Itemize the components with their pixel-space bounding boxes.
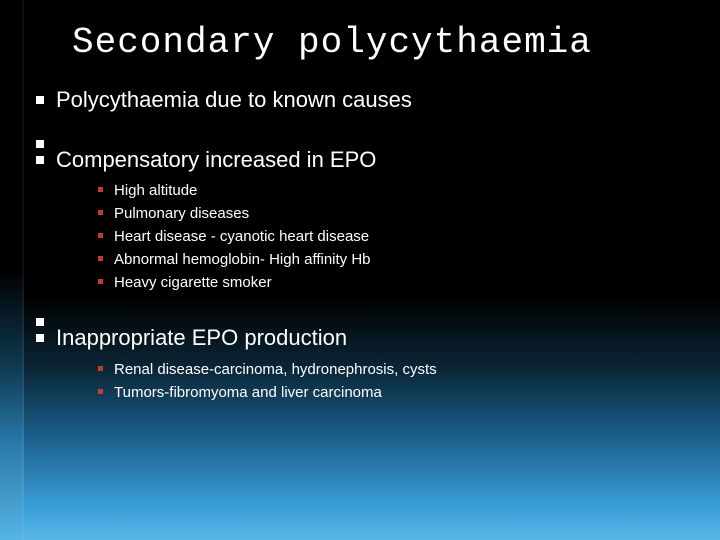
- list-item-text: Abnormal hemoglobin- High affinity Hb: [114, 251, 371, 268]
- list-item-text: Heart disease - cyanotic heart disease: [114, 228, 369, 245]
- list-item: High altitude: [98, 180, 690, 201]
- list-item-text: Renal disease-carcinoma, hydronephrosis,…: [114, 361, 437, 378]
- list-item: Heart disease - cyanotic heart disease: [98, 226, 690, 247]
- list-item: Tumors-fibromyoma and liver carcinoma: [98, 382, 690, 403]
- slide-container: Secondary polycythaemia Polycythaemia du…: [0, 0, 720, 540]
- list-item: Inappropriate EPO production Renal disea…: [36, 323, 690, 403]
- bullet-list-level1: Polycythaemia due to known causes Compen…: [36, 85, 690, 403]
- list-item-text: Pulmonary diseases: [114, 205, 249, 222]
- slide-title: Secondary polycythaemia: [72, 22, 690, 63]
- list-item-text: High altitude: [114, 182, 197, 199]
- list-item-text: Heavy cigarette smoker: [114, 274, 272, 291]
- list-item-text: Inappropriate EPO production: [56, 325, 347, 350]
- list-item: Pulmonary diseases: [98, 203, 690, 224]
- list-item-text: Polycythaemia due to known causes: [56, 87, 412, 112]
- list-item: Heavy cigarette smoker: [98, 272, 690, 293]
- bullet-list-level2: Renal disease-carcinoma, hydronephrosis,…: [98, 359, 690, 403]
- bullet-list-level2: High altitude Pulmonary diseases Heart d…: [98, 180, 690, 293]
- list-item: Compensatory increased in EPO High altit…: [36, 145, 690, 294]
- spacer: [36, 129, 690, 137]
- list-item: Polycythaemia due to known causes: [36, 85, 690, 115]
- spacer: [36, 307, 690, 315]
- list-item-text: Compensatory increased in EPO: [56, 147, 376, 172]
- list-item: Abnormal hemoglobin- High affinity Hb: [98, 249, 690, 270]
- list-item-text: Tumors-fibromyoma and liver carcinoma: [114, 384, 382, 401]
- list-item: Renal disease-carcinoma, hydronephrosis,…: [98, 359, 690, 380]
